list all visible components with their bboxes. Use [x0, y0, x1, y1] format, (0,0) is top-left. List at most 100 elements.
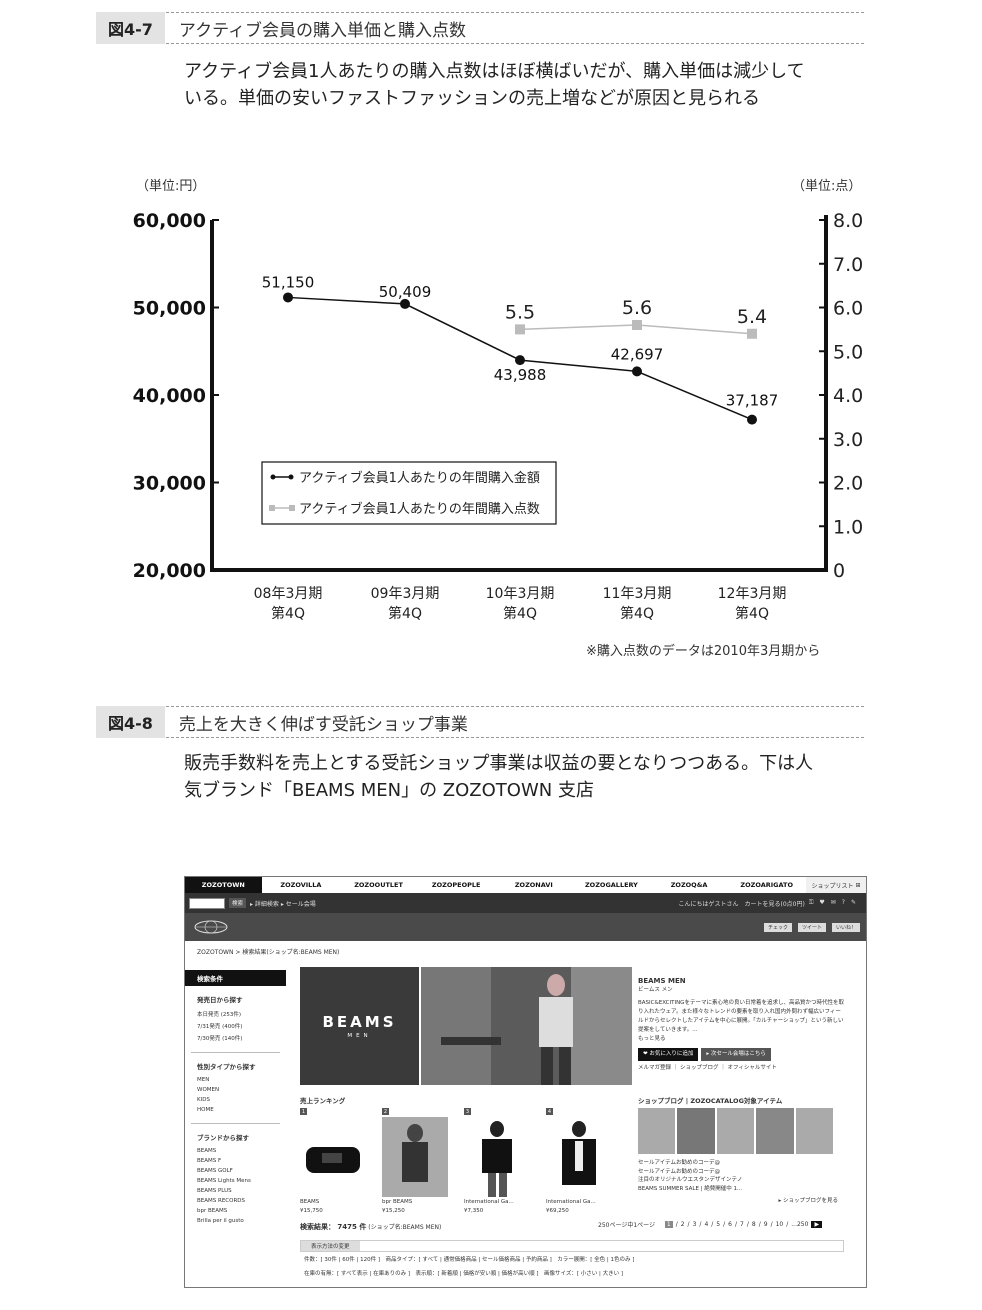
right-tick-label: 2.0: [833, 473, 863, 495]
fig8-title: 売上を大きく伸ばす受託ショップ事業: [178, 714, 468, 735]
ranking-item[interactable]: 4 International Ga... ¥69,250: [546, 1108, 616, 1215]
points-marker: [632, 320, 642, 330]
tab-zozonavi[interactable]: ZOZONAVI: [495, 877, 574, 893]
tab-zozoarigato[interactable]: ZOZOARIGATO: [728, 877, 806, 893]
right-tick-label: 8.0: [833, 210, 863, 232]
fig8-number: 図4-8: [96, 706, 165, 738]
tab-zozotown[interactable]: ZOZOTOWN: [185, 877, 263, 893]
view-change-tab[interactable]: 表示方法の変更: [301, 1241, 360, 1251]
page-link[interactable]: 4: [704, 1221, 709, 1228]
search-input[interactable]: [189, 897, 225, 909]
favorite-button[interactable]: ❤ お気に入りに追加: [638, 1048, 699, 1061]
product-price: ¥7,350: [464, 1208, 484, 1214]
fig7-header: 図4-7 アクティブ会員の購入単価と購入点数: [96, 12, 864, 44]
left-tick-label: 50,000: [133, 298, 206, 320]
fig7-desc-line2: いる。単価の安いファストファッションの売上増などが原因と見られる: [184, 88, 760, 109]
sidebar-item[interactable]: KIDS: [197, 1097, 210, 1103]
page-link[interactable]: 5: [716, 1221, 721, 1228]
page-link[interactable]: 2: [680, 1221, 685, 1228]
sidebar-section-gender: 性別タイプから探す: [197, 1063, 256, 1071]
like-button[interactable]: いいね！: [831, 922, 860, 932]
shop-photo: [421, 967, 632, 1085]
product-image[interactable]: [300, 1117, 366, 1197]
ranking-item[interactable]: 1 BEAMS ¥15,750: [300, 1108, 370, 1215]
sidebar-item[interactable]: BEAMS RECORDS: [197, 1198, 246, 1204]
blog-item[interactable]: セールアイテムお勧めのコーデ@: [638, 1160, 720, 1166]
page-link[interactable]: 10: [775, 1221, 784, 1228]
amount-marker: [632, 366, 642, 377]
x-tick-label: 11年3月期: [603, 586, 672, 602]
shop-name: BEAMS MEN: [638, 977, 686, 985]
tweet-button[interactable]: ツイート: [797, 922, 826, 932]
sidebar-item[interactable]: BEAMS PLUS: [197, 1188, 232, 1194]
points-marker: [747, 328, 757, 339]
ranking-item[interactable]: 3 International Ga... ¥7,350: [464, 1108, 534, 1215]
blog-more-link[interactable]: ▸ ショップブログを見る: [778, 1198, 838, 1204]
filter-row-1[interactable]: 件数：[ 30件 | 60件 | 120件 ] 商品タイプ：[ すべて | 通常…: [304, 1257, 635, 1263]
page-link[interactable]: ...250: [791, 1221, 809, 1228]
shop-links[interactable]: メルマガ登録 ｜ ショップブログ ｜ オフィシャルサイト: [638, 1065, 777, 1071]
shop-banner: BEAMS MEN BEAMS MEN ビームス メン BASIC&: [300, 967, 844, 1085]
fig8-header: 図4-8 売上を大きく伸ばす受託ショップ事業: [96, 706, 864, 738]
next-page-icon[interactable]: ▶: [811, 1221, 823, 1228]
user-icons[interactable]: ⚿♥✉?✎: [808, 899, 862, 906]
sidebar-item[interactable]: HOME: [197, 1107, 214, 1113]
right-tick-label: 4.0: [833, 385, 863, 407]
left-tick-label: 60,000: [133, 210, 206, 232]
results-shop: (ショップ名:BEAMS MEN): [368, 1224, 442, 1231]
page-link[interactable]: 7: [740, 1221, 744, 1228]
beams-globe-logo-icon[interactable]: [191, 919, 231, 935]
search-button[interactable]: 検索: [229, 898, 247, 908]
shop-list-button[interactable]: ショップリスト ⊞: [806, 877, 866, 893]
check-button[interactable]: チェック: [763, 922, 792, 932]
fig7-description: アクティブ会員1人あたりの購入点数はほぼ横ばいだが、購入単価は減少して いる。単…: [184, 58, 874, 112]
page-link[interactable]: 9: [763, 1221, 768, 1228]
page-link[interactable]: 1: [664, 1221, 673, 1228]
tab-zozooutlet[interactable]: ZOZOOUTLET: [340, 877, 418, 893]
right-tick-label: 5.0: [833, 341, 863, 363]
rank-number: 4: [546, 1108, 553, 1115]
page-link[interactable]: 8: [751, 1221, 756, 1228]
tab-zozovilla[interactable]: ZOZOVILLA: [262, 877, 341, 893]
sale-button[interactable]: ▸ 次セール会場はこちら: [701, 1048, 771, 1061]
blog-photos[interactable]: [638, 1108, 834, 1154]
sidebar-item[interactable]: BEAMS F: [197, 1158, 222, 1164]
fig7-note: ※購入点数のデータは2010年3月期から: [586, 644, 821, 659]
tab-zozogallery[interactable]: ZOZOGALLERY: [573, 877, 651, 893]
blog-item[interactable]: BEAMS SUMMER SALE | 絶賛開催中 1...: [638, 1185, 743, 1192]
shop-desc: BASIC&EXCITINGをテーマに素心地の良い日常着を追求し、高品質かつ時代…: [638, 1000, 844, 1033]
product-price: ¥15,750: [300, 1208, 323, 1214]
blog-item[interactable]: セールアイテムお勧めのコーデ@: [638, 1168, 720, 1175]
tab-zozoqa[interactable]: ZOZOQ&A: [650, 877, 729, 893]
left-tick-label: 40,000: [133, 385, 206, 407]
x-tick-label: 第4Q: [271, 605, 305, 622]
product-image[interactable]: [464, 1117, 530, 1197]
left-tick-label: 20,000: [133, 560, 206, 582]
product-brand: International Ga...: [464, 1199, 514, 1205]
shop-more-link[interactable]: もっと見る: [638, 1036, 666, 1042]
view-tab-line: 表示方法の変更: [300, 1240, 844, 1252]
sidebar-item[interactable]: 7/30発売 (140件): [197, 1036, 243, 1042]
sidebar-item[interactable]: BEAMS: [197, 1148, 217, 1154]
detail-search-link[interactable]: ▸ 詳細検索 ▸ セール会場: [250, 900, 316, 908]
sidebar-item[interactable]: Brilla per il gusto: [197, 1218, 244, 1224]
tab-zozopeople[interactable]: ZOZOPEOPLE: [417, 877, 496, 893]
product-image[interactable]: [546, 1117, 612, 1197]
page-link[interactable]: 3: [692, 1221, 697, 1228]
points-data-label: 5.6: [622, 297, 652, 319]
sidebar-item[interactable]: WOMEN: [197, 1087, 220, 1093]
sidebar-item[interactable]: 本日発売 (253件): [197, 1012, 242, 1018]
x-tick-label: 08年3月期: [254, 586, 323, 602]
blog-item[interactable]: 注目のオリジナルウエスタンデザインテノ: [638, 1177, 743, 1183]
sidebar-item[interactable]: bpr BEAMS: [197, 1208, 228, 1214]
sidebar-item[interactable]: 7/31発売 (400件): [197, 1024, 243, 1030]
page-link[interactable]: 6: [728, 1221, 732, 1228]
filter-row-2[interactable]: 在庫の有無：[ すべて表示 | 在庫ありのみ ] 表示順：[ 新着順 | 価格が…: [304, 1271, 623, 1277]
legend-amount-marker: [288, 474, 294, 480]
sidebar-item[interactable]: BEAMS GOLF: [197, 1168, 233, 1174]
ranking-item[interactable]: 2 bpr BEAMS ¥15,250: [382, 1108, 452, 1215]
x-tick-label: 第4Q: [620, 605, 654, 622]
sidebar-item[interactable]: BEAMS Lights Mens: [197, 1178, 251, 1184]
sidebar-item[interactable]: MEN: [197, 1077, 210, 1083]
product-image[interactable]: [382, 1117, 448, 1197]
